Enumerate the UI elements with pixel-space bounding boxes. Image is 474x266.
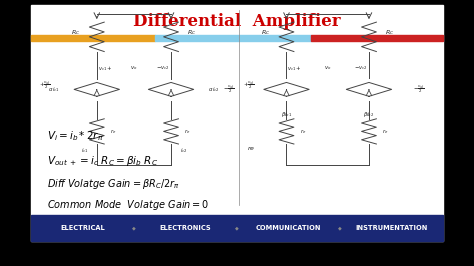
Text: $\beta i_{b2}$: $\beta i_{b2}$ <box>364 110 374 119</box>
Text: $Diff\ Volatge\ Gain{=}\beta R_C/2r_{\pi}$: $Diff\ Volatge\ Gain{=}\beta R_C/2r_{\pi… <box>47 177 180 191</box>
Text: $r_e$: $r_e$ <box>382 127 389 136</box>
Bar <box>31 35 155 41</box>
Text: $v_o$: $v_o$ <box>324 64 331 72</box>
Text: $v_{c1}+$: $v_{c1}+$ <box>287 64 302 73</box>
Bar <box>311 35 443 41</box>
Text: $\beta i_{b1}$: $\beta i_{b1}$ <box>281 110 292 119</box>
Text: $R_C$: $R_C$ <box>261 28 271 37</box>
Text: Differential  Amplifier: Differential Amplifier <box>133 13 341 30</box>
Text: ◆: ◆ <box>338 226 342 231</box>
Text: INSTRUMENTATION: INSTRUMENTATION <box>356 225 428 231</box>
Text: $R_C$: $R_C$ <box>385 28 394 37</box>
Text: $-\frac{v_{id}}{2}$: $-\frac{v_{id}}{2}$ <box>223 84 235 95</box>
Text: $r_e$: $r_e$ <box>184 127 191 136</box>
Text: $-\frac{v_{id}}{2}$: $-\frac{v_{id}}{2}$ <box>413 84 424 95</box>
Text: $R_C$: $R_C$ <box>187 28 196 37</box>
Text: $V_i  = i_b * 2r_{\pi}$: $V_i = i_b * 2r_{\pi}$ <box>47 129 104 143</box>
Text: $r_e$: $r_e$ <box>110 127 117 136</box>
Text: COMMUNICATION: COMMUNICATION <box>256 225 321 231</box>
Text: ELECTRONICS: ELECTRONICS <box>160 225 211 231</box>
Text: ◆: ◆ <box>235 226 239 231</box>
Text: $-v_{c2}$: $-v_{c2}$ <box>156 64 170 72</box>
Bar <box>31 215 443 241</box>
Text: ◆: ◆ <box>132 226 136 231</box>
Text: $V_{out\ +} = i_c\ R_C = \beta i_b\ R_C$: $V_{out\ +} = i_c\ R_C = \beta i_b\ R_C$ <box>47 154 158 168</box>
Bar <box>155 35 311 41</box>
Text: $-v_{c2}$: $-v_{c2}$ <box>354 64 367 72</box>
Text: $+\frac{v_{id}}{2}$: $+\frac{v_{id}}{2}$ <box>243 79 255 91</box>
Text: $re$: $re$ <box>247 144 255 152</box>
Text: $Common\ Mode\ \ Volatge\ Gain{=}0$: $Common\ Mode\ \ Volatge\ Gain{=}0$ <box>47 198 210 212</box>
Text: $R_C$: $R_C$ <box>72 28 81 37</box>
Text: $r_e$: $r_e$ <box>300 127 306 136</box>
Text: $\alpha\, i_{c2}$: $\alpha\, i_{c2}$ <box>208 85 220 94</box>
Text: $v_o$: $v_o$ <box>130 64 137 72</box>
Text: $i_{c1}$: $i_{c1}$ <box>81 146 88 155</box>
Text: $+\frac{v_{id}}{2}$: $+\frac{v_{id}}{2}$ <box>39 79 51 91</box>
Text: $i_{c2}$: $i_{c2}$ <box>180 146 187 155</box>
Text: $v_{c1}+$: $v_{c1}+$ <box>98 64 112 73</box>
Bar <box>31 5 443 241</box>
Text: $\alpha\, i_{c1}$: $\alpha\, i_{c1}$ <box>48 85 60 94</box>
Text: ELECTRICAL: ELECTRICAL <box>60 225 105 231</box>
